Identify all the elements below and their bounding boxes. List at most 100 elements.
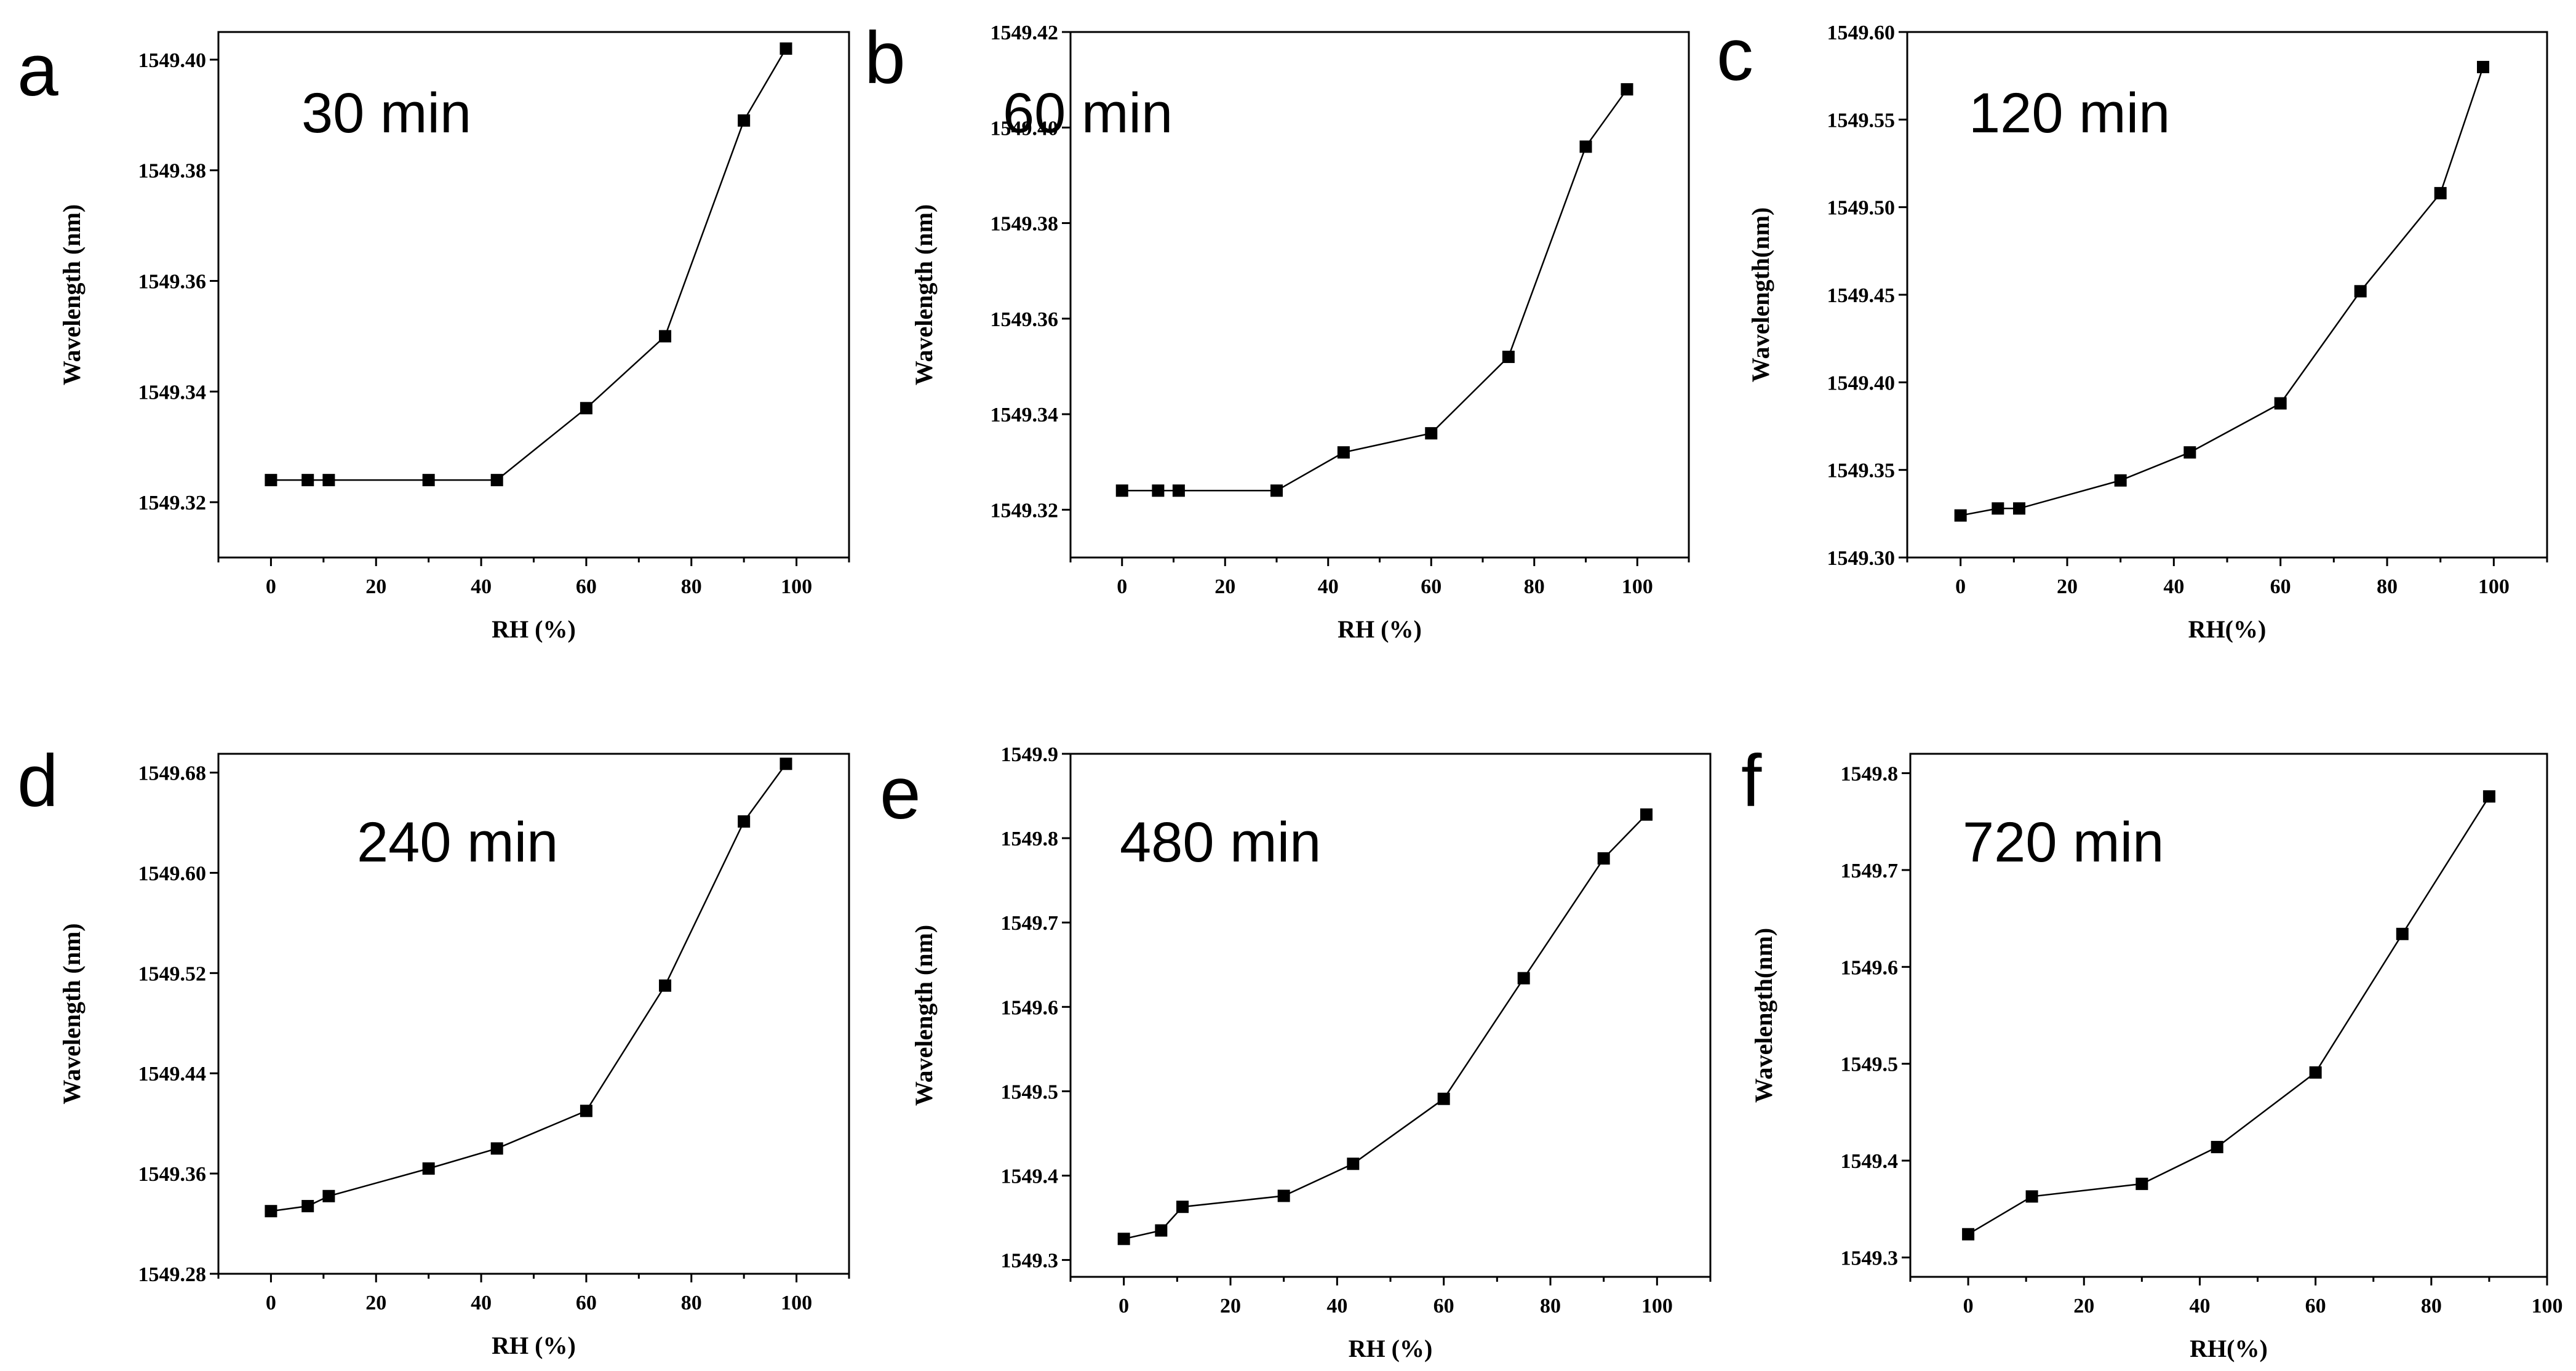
data-point: [780, 42, 792, 55]
x-tick-label: 60: [2305, 1295, 2326, 1317]
data-point: [738, 815, 751, 828]
x-tick-label: 40: [1318, 575, 1339, 598]
data-point: [265, 474, 277, 487]
y-tick-label: 1549.36: [991, 308, 1059, 331]
data-point: [1621, 83, 1633, 96]
data-point: [738, 114, 751, 127]
x-tick-label: 20: [365, 1292, 386, 1314]
data-point: [2477, 60, 2489, 73]
panel-b: b 60 min 0 20 40 60 80 100 1549.32 1549.34 1549.36…: [864, 17, 1690, 643]
x-tick-label: 0: [1955, 575, 1966, 598]
x-tick-label: 100: [1641, 1295, 1673, 1317]
data-point: [1176, 1201, 1189, 1213]
panel-c: c 120 min 0 20 40 60 80 100 1549.30 1549.35 1549.4…: [1717, 14, 2548, 643]
x-tick-label: 60: [576, 575, 597, 598]
panel-a: a 30 min 0 20 40 60 80 100 1549.32 1549.34 1549.36…: [17, 29, 850, 643]
x-axis-label: RH(%): [2188, 615, 2267, 643]
x-axis-label: RH (%): [1338, 615, 1422, 643]
x-tick-label: 80: [681, 1292, 702, 1314]
y-tick-label: 1549.45: [1827, 284, 1896, 307]
data-point: [265, 1205, 277, 1218]
data-point: [1992, 502, 2004, 515]
x-tick-label: 100: [2532, 1295, 2563, 1317]
x-tick-label: 40: [1326, 1295, 1347, 1317]
x-tick-label: 0: [1117, 575, 1127, 598]
y-tick-label: 1549.4: [1001, 1165, 1059, 1188]
y-tick-label: 1549.7: [1841, 860, 1899, 882]
data-point: [2114, 474, 2127, 487]
y-tick-label: 1549.42: [991, 22, 1059, 44]
x-tick-label: 80: [2377, 575, 2398, 598]
panel-e: e 480 min 0 20 40 60 80 100 1549.3 1549.4 1549.5 15…: [880, 743, 1712, 1362]
panel-f: f 720 min 0 20 40 60 80 100 1549.3 1549.4 1549.5 15…: [1741, 740, 2563, 1362]
x-tick-label: 0: [266, 575, 276, 598]
x-tick-label: 40: [471, 575, 492, 598]
data-point: [2013, 502, 2025, 515]
data-point: [1270, 484, 1283, 497]
y-tick-label: 1549.68: [138, 762, 207, 785]
x-tick-label: 20: [1214, 575, 1235, 598]
panel-letter: d: [17, 740, 58, 822]
panel-title: 720 min: [1963, 811, 2164, 874]
data-point: [580, 1105, 592, 1117]
x-axis-label: RH (%): [492, 1332, 576, 1359]
x-tick-label: 0: [1119, 1295, 1129, 1317]
y-tick-label: 1549.28: [138, 1263, 207, 1286]
y-tick-label: 1549.40: [138, 49, 207, 72]
y-axis-label: Wavelength(nm): [1750, 928, 1777, 1103]
panel-title: 30 min: [301, 82, 471, 145]
data-point: [1425, 427, 1438, 440]
panel-letter: b: [864, 17, 906, 99]
x-tick-label: 40: [2163, 575, 2184, 598]
y-tick-label: 1549.40: [1827, 372, 1896, 394]
data-point: [1172, 484, 1185, 497]
plot-frame: [1909, 753, 2548, 1278]
x-tick-label: 40: [2189, 1295, 2210, 1317]
x-tick-label: 60: [576, 1292, 597, 1314]
y-tick-label: 1549.32: [138, 492, 207, 514]
data-point: [2396, 927, 2409, 940]
x-axis-label: RH (%): [1349, 1335, 1433, 1362]
y-axis-label: Wavelength(nm): [1747, 207, 1774, 382]
data-point: [659, 979, 672, 992]
y-axis-label: Wavelength (nm): [910, 925, 938, 1106]
y-axis-label: Wavelength (nm): [58, 204, 86, 385]
x-tick-label: 60: [1421, 575, 1442, 598]
data-point: [2183, 446, 2196, 459]
y-tick-label: 1549.3: [1841, 1247, 1899, 1270]
y-tick-label: 1549.32: [991, 499, 1059, 522]
data-point: [2274, 397, 2287, 410]
y-tick-label: 1549.35: [1827, 460, 1896, 482]
x-tick-label: 100: [781, 575, 812, 598]
y-tick-label: 1549.36: [138, 271, 207, 294]
panel-title: 120 min: [1969, 82, 2170, 145]
y-tick-label: 1549.40: [991, 117, 1059, 140]
x-tick-label: 100: [2478, 575, 2510, 598]
x-tick-label: 80: [681, 575, 702, 598]
data-point: [2354, 285, 2367, 298]
data-point: [1962, 1228, 1975, 1241]
y-tick-label: 1549.8: [1841, 762, 1899, 785]
panel-letter: e: [880, 752, 921, 834]
data-point: [1502, 350, 1515, 363]
x-tick-label: 20: [365, 575, 386, 598]
data-point: [1954, 509, 1967, 522]
data-point: [2309, 1066, 2322, 1079]
y-tick-label: 1549.36: [138, 1163, 207, 1186]
panel-title: 480 min: [1120, 811, 1321, 874]
y-tick-label: 1549.60: [1827, 22, 1896, 44]
x-axis-label: RH(%): [2190, 1335, 2268, 1362]
data-point: [1117, 1233, 1130, 1245]
x-tick-label: 20: [1220, 1295, 1241, 1317]
panel-title: 240 min: [357, 811, 558, 874]
y-tick-label: 1549.55: [1827, 109, 1896, 132]
data-point: [2211, 1141, 2223, 1154]
x-tick-label: 60: [2270, 575, 2291, 598]
y-tick-label: 1549.34: [138, 381, 207, 404]
y-tick-label: 1549.30: [1827, 547, 1896, 570]
x-tick-label: 100: [781, 1292, 812, 1314]
y-tick-label: 1549.38: [991, 213, 1059, 236]
y-tick-label: 1549.60: [138, 862, 207, 885]
panel-letter: f: [1741, 740, 1762, 822]
